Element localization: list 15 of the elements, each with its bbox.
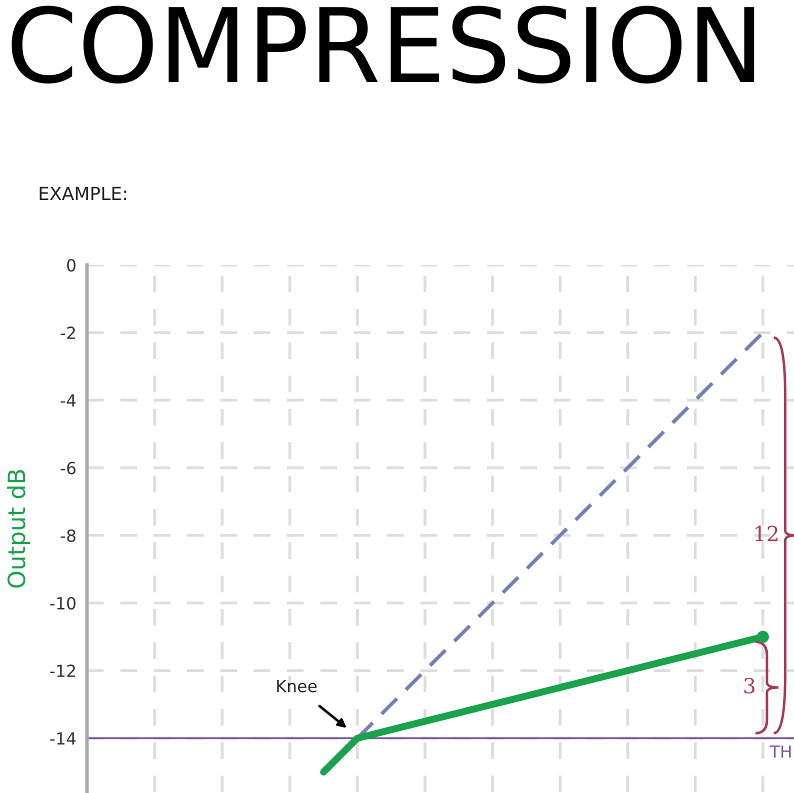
y-axis-title: Output dB bbox=[7, 470, 30, 588]
y-tick-label: 0 bbox=[67, 258, 76, 272]
y-tick-label: -4 bbox=[60, 394, 76, 407]
annotation: 12 bbox=[756, 526, 778, 542]
y-tick-label: -12 bbox=[50, 664, 75, 677]
y-tick-label: -8 bbox=[60, 529, 76, 542]
y-tick-label: -10 bbox=[50, 596, 76, 610]
annotation: 3 bbox=[744, 678, 754, 694]
chart-title: COMPRESSION bbox=[12, 6, 754, 84]
annotation: Knee bbox=[277, 680, 317, 692]
ref-line-label: TH bbox=[770, 745, 791, 758]
y-tick-label: -2 bbox=[60, 326, 75, 339]
y-tick-label: -6 bbox=[60, 462, 76, 474]
chart-subtitle: EXAMPLE: bbox=[40, 186, 126, 200]
y-tick-label: -14 bbox=[50, 732, 76, 745]
